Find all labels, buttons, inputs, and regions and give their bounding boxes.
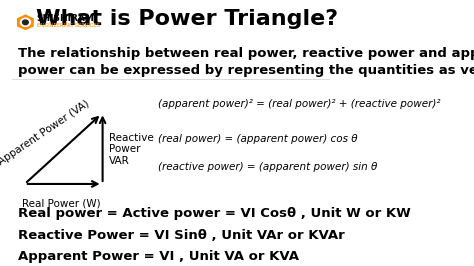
- Text: (reactive power) = (apparent power) sin θ: (reactive power) = (apparent power) sin …: [158, 162, 378, 172]
- Text: Real power = Active power = VI Cosθ , Unit W or KW: Real power = Active power = VI Cosθ , Un…: [18, 207, 411, 220]
- Text: Reactive
Power
VAR: Reactive Power VAR: [109, 133, 154, 166]
- Text: Real Power (W): Real Power (W): [22, 198, 100, 208]
- Text: Apparent Power (VA): Apparent Power (VA): [0, 99, 91, 167]
- Circle shape: [20, 18, 30, 26]
- Text: (real power) = (apparent power) cos θ: (real power) = (apparent power) cos θ: [158, 134, 358, 144]
- Text: The relationship between real power, reactive power and apparent
power can be ex: The relationship between real power, rea…: [18, 47, 474, 77]
- Text: What is Power Triangle?: What is Power Triangle?: [36, 9, 338, 29]
- Text: ENGINEERING SERVICES: ENGINEERING SERVICES: [37, 23, 100, 28]
- Text: (apparent power)² = (real power)² + (reactive power)²: (apparent power)² = (real power)² + (rea…: [158, 98, 441, 109]
- Circle shape: [23, 20, 28, 25]
- Text: Apparent Power = VI , Unit VA or KVA: Apparent Power = VI , Unit VA or KVA: [18, 250, 300, 263]
- Text: SHISHIRAM: SHISHIRAM: [37, 14, 95, 23]
- Text: Reactive Power = VI Sinθ , Unit VAr or KVAr: Reactive Power = VI Sinθ , Unit VAr or K…: [18, 229, 345, 242]
